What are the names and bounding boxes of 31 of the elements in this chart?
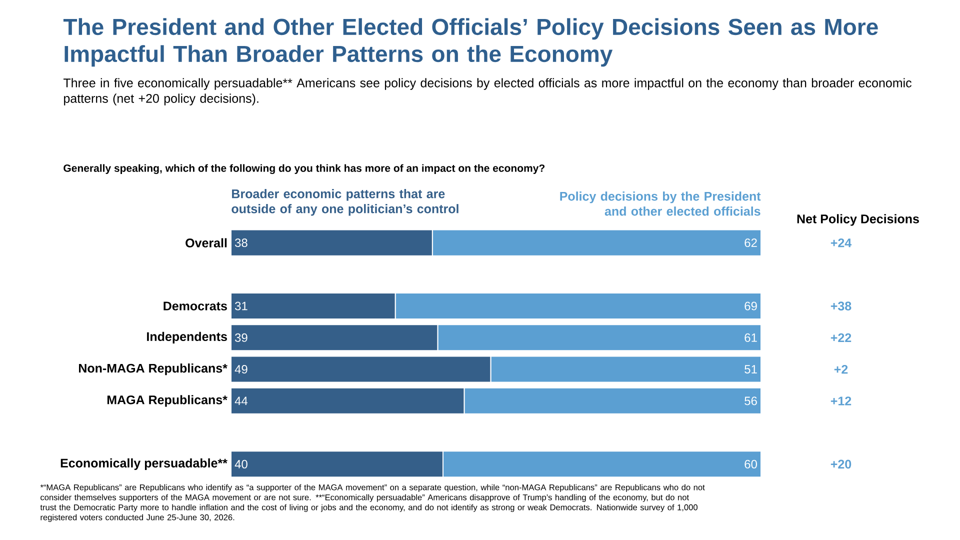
text: *“MAGA Republicans” are Republicans who identify as “a supporter of the MAGA movement” on a separate question, while “non-MAGA Republicans” are Republicans who do not consider themselves supporters of the MAGA movement or are not sure. **“Economically persuadable” Americans disapprove of Trump’s handling of the economy, but do not trust the Democratic Party more to handle inflation and the cost of living or jobs and the economy, and do not identify as strong or weak Democrats. Nationwide survey of 1,000 registered voters conducted June 25-June 30, 2026. xyxy=(40,484,705,522)
y-tick-label: MAGA Republicans* xyxy=(107,395,228,407)
data-label: 61 xyxy=(744,333,757,342)
chart-subtitle: Three in five economically persuadable** Americans see policy decisions by elected officials as more impactful on the economy than broader economic patterns (net +20 policy decisions). xyxy=(63,78,912,106)
text: Net Policy Decisions xyxy=(797,214,919,226)
data-label: 51 xyxy=(744,365,757,374)
text: +24 xyxy=(830,238,852,248)
text: +22 xyxy=(830,333,852,342)
data-label: 62 xyxy=(744,238,757,248)
data-label: 38 xyxy=(235,238,248,248)
text: +38 xyxy=(830,302,852,310)
text: +2 xyxy=(834,364,848,374)
series-label: Broader economic patterns that are outside of any one politician’s control xyxy=(232,189,458,216)
data-label: 69 xyxy=(744,302,757,310)
series-label: Policy decisions by the President and other elected officials xyxy=(560,192,761,216)
data-label: 39 xyxy=(235,333,248,342)
data-label: 49 xyxy=(234,365,248,374)
y-tick-label: Overall xyxy=(186,238,227,248)
text: +12 xyxy=(830,396,852,406)
text: +20 xyxy=(830,460,852,469)
data-label: 31 xyxy=(235,302,248,310)
y-tick-label: Non-MAGA Republicans* xyxy=(79,363,228,376)
chart-title: The President and Other Elected Officials’ Policy Decisions Seen as More Impactful Than Broader Patterns on the Economy xyxy=(63,18,878,67)
data-label: 56 xyxy=(744,396,757,406)
y-tick-label: Independents xyxy=(147,332,227,344)
data-label: 44 xyxy=(234,396,248,406)
text: Generally speaking, which of the following do you think has more of an impact on the economy? xyxy=(64,164,545,174)
data-label: 40 xyxy=(234,460,248,468)
y-tick-label: Democrats xyxy=(164,302,227,310)
data-label: 60 xyxy=(744,460,758,468)
y-tick-label: Economically persuadable** xyxy=(60,458,228,470)
